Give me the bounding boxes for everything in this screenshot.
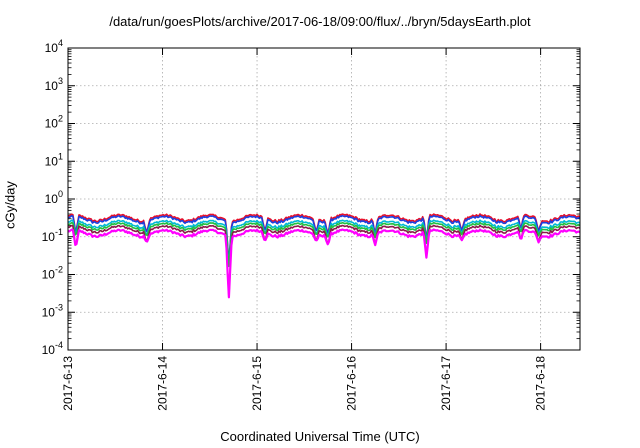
x-tick-label: 2017-6-15 bbox=[250, 356, 264, 411]
series-line-2 bbox=[67, 214, 581, 264]
y-tick-label: 103 bbox=[45, 76, 63, 93]
y-tick-label: 101 bbox=[45, 151, 63, 168]
x-tick-label: 2017-6-16 bbox=[345, 356, 359, 411]
y-tick-label: 102 bbox=[45, 114, 63, 131]
y-axis-label: cGy/day bbox=[2, 181, 18, 229]
x-axis-label: Coordinated Universal Time (UTC) bbox=[220, 429, 420, 444]
series-line-5 bbox=[67, 224, 581, 299]
series-line-1 bbox=[67, 213, 581, 264]
series-line-4 bbox=[67, 221, 581, 268]
y-tick-label: 10-1 bbox=[42, 227, 63, 244]
x-tick-label: 2017-6-13 bbox=[61, 356, 75, 411]
series-line-3 bbox=[67, 219, 581, 267]
y-tick-label: 104 bbox=[45, 38, 63, 55]
x-tick-label: 2017-6-14 bbox=[156, 356, 170, 411]
series-line-6 bbox=[67, 228, 581, 299]
y-tick-label: 10-4 bbox=[42, 340, 63, 357]
x-tick-label: 2017-6-17 bbox=[439, 356, 453, 411]
plot-frame bbox=[67, 47, 581, 351]
y-tick-label: 100 bbox=[45, 189, 63, 206]
y-tick-label: 10-3 bbox=[42, 302, 63, 319]
y-tick-label: 10-2 bbox=[42, 265, 63, 282]
x-tick-label: 2017-6-18 bbox=[534, 356, 548, 411]
chart-title: /data/run/goesPlots/archive/2017-06-18/0… bbox=[109, 14, 531, 29]
